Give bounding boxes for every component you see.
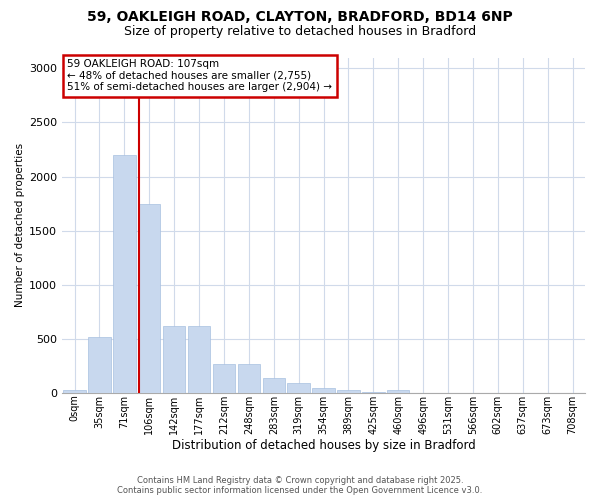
Bar <box>362 392 385 393</box>
Bar <box>138 204 160 393</box>
Bar <box>337 390 359 393</box>
Bar <box>188 326 210 393</box>
Bar <box>163 326 185 393</box>
Text: 59, OAKLEIGH ROAD, CLAYTON, BRADFORD, BD14 6NP: 59, OAKLEIGH ROAD, CLAYTON, BRADFORD, BD… <box>87 10 513 24</box>
Text: Contains HM Land Registry data © Crown copyright and database right 2025.
Contai: Contains HM Land Registry data © Crown c… <box>118 476 482 495</box>
Bar <box>263 378 285 393</box>
Bar <box>113 155 136 393</box>
Text: 59 OAKLEIGH ROAD: 107sqm
← 48% of detached houses are smaller (2,755)
51% of sem: 59 OAKLEIGH ROAD: 107sqm ← 48% of detach… <box>67 59 332 92</box>
X-axis label: Distribution of detached houses by size in Bradford: Distribution of detached houses by size … <box>172 440 475 452</box>
Bar <box>213 364 235 393</box>
Bar <box>387 390 409 393</box>
Bar <box>313 388 335 393</box>
Bar <box>238 364 260 393</box>
Text: Size of property relative to detached houses in Bradford: Size of property relative to detached ho… <box>124 25 476 38</box>
Bar <box>64 390 86 393</box>
Bar <box>287 383 310 393</box>
Y-axis label: Number of detached properties: Number of detached properties <box>15 144 25 308</box>
Bar <box>88 337 111 393</box>
